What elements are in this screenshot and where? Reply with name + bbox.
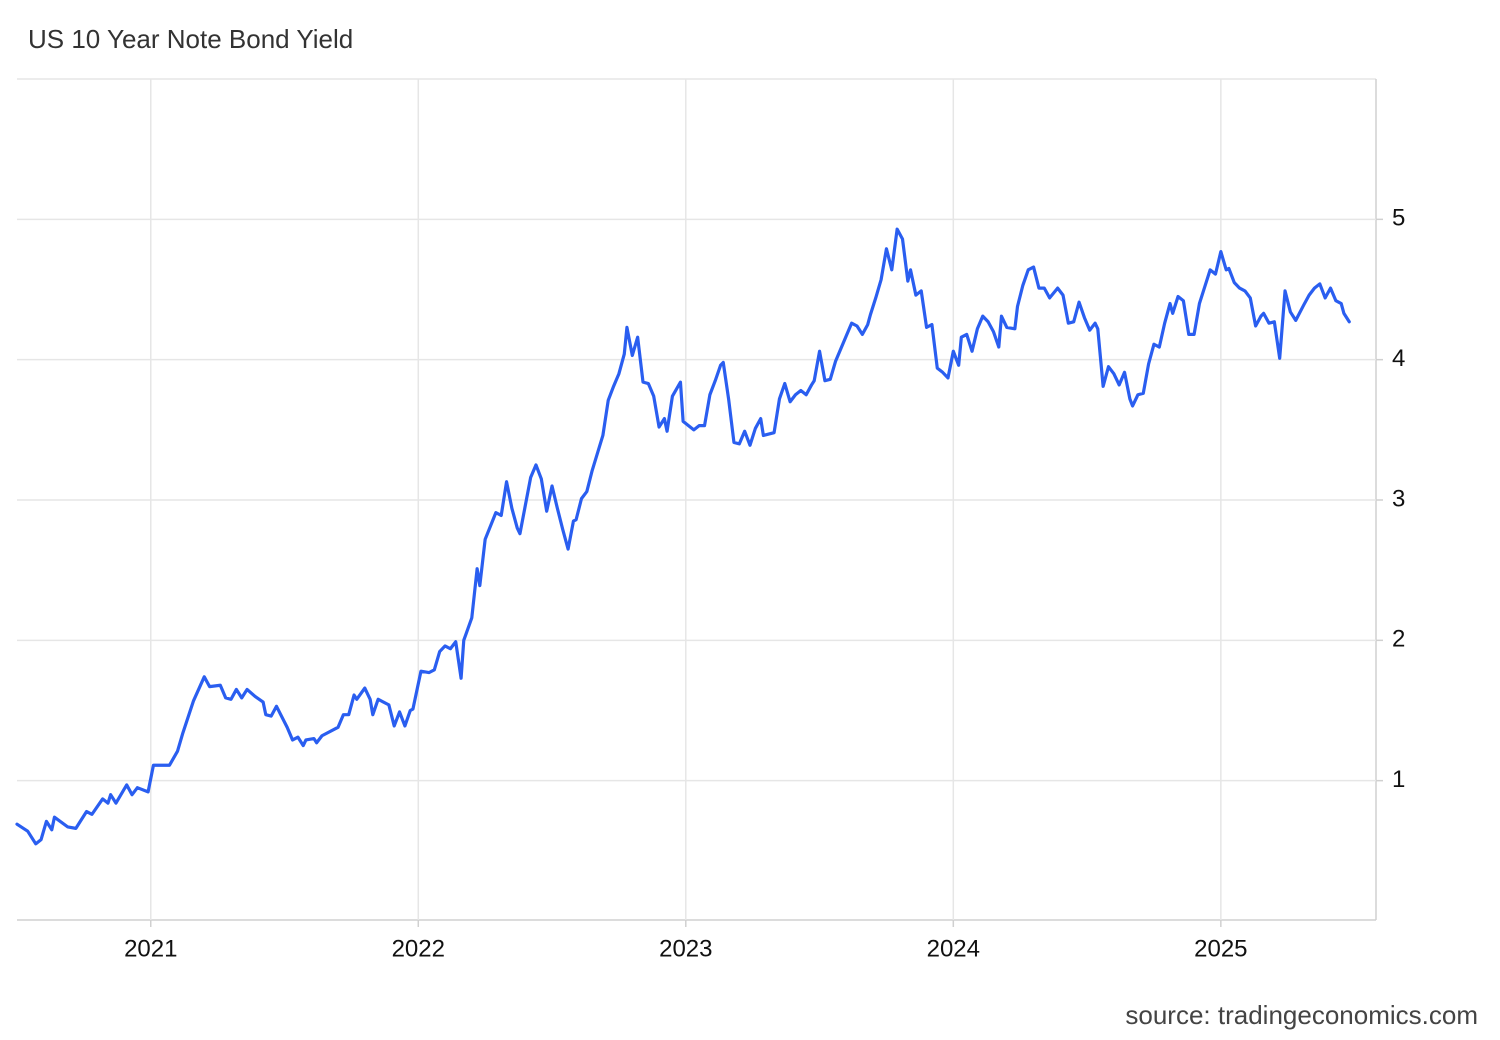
y-tick-label: 5 [1392,205,1405,232]
x-tick-label: 2025 [1194,935,1247,962]
yield-line [15,227,1351,846]
x-tick-label: 2021 [124,935,177,962]
x-tick-label: 2023 [659,935,712,962]
y-tick-label: 2 [1392,626,1405,653]
y-tick-label: 1 [1392,766,1405,793]
chart-title: US 10 Year Note Bond Yield [28,24,353,54]
x-tick-label: 2024 [927,935,980,962]
x-tick-label: 2022 [392,935,445,962]
y-tick-label: 4 [1392,345,1405,372]
source-note: source: tradingeconomics.com [1125,1000,1478,1030]
y-tick-label: 3 [1392,485,1405,512]
